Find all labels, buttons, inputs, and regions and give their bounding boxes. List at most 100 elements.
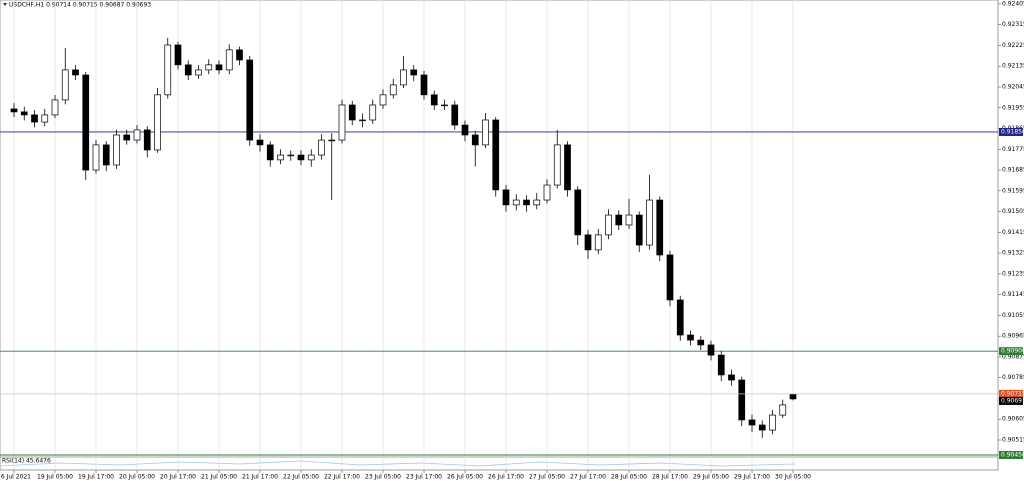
rsi-line xyxy=(0,460,796,467)
candle-body xyxy=(707,344,715,356)
candle-body xyxy=(31,114,38,123)
candle-body xyxy=(102,144,110,166)
candle-body xyxy=(256,139,264,146)
price-label: 0.90715 xyxy=(1001,390,1024,397)
candle-body xyxy=(154,94,161,151)
y-tick-label: 0.91145 xyxy=(1002,291,1024,298)
candle-body xyxy=(533,199,541,206)
candle-body xyxy=(687,334,694,341)
price-label-box xyxy=(999,396,1023,405)
candle-body xyxy=(574,189,582,236)
x-tick-label: 20 Jul 05:00 xyxy=(119,474,155,481)
candle-body xyxy=(10,108,18,113)
x-tick-label: 27 Jul 17:00 xyxy=(570,474,606,481)
candle-body xyxy=(779,404,787,416)
candle-body xyxy=(215,64,223,71)
y-tick-label: 0.92135 xyxy=(1002,63,1024,70)
candle-body xyxy=(758,424,766,431)
candle-body xyxy=(676,299,684,336)
candle-body xyxy=(512,199,520,206)
y-tick-label: 0.91505 xyxy=(1002,208,1024,215)
candle-body xyxy=(61,69,69,101)
indicator-label: RSI(14) 45.6476 xyxy=(2,458,51,465)
candle-body xyxy=(410,69,418,76)
y-tick-label: 0.90785 xyxy=(1002,374,1024,381)
y-tick-label: 0.90965 xyxy=(1002,333,1024,340)
candle-body xyxy=(287,154,295,157)
candle-body xyxy=(205,64,213,71)
level-label-box xyxy=(999,127,1023,136)
x-tick-label: 16 Jul 2021 xyxy=(0,474,31,481)
candle-body xyxy=(441,104,448,107)
y-tick-label: 0.92315 xyxy=(1002,21,1024,28)
x-tick-label: 30 Jul 05:00 xyxy=(775,474,811,481)
x-tick-label: 28 Jul 17:00 xyxy=(652,474,688,481)
candle-body xyxy=(82,74,90,171)
candle-body xyxy=(266,144,274,161)
candle-body xyxy=(72,69,79,76)
candle-body xyxy=(697,339,705,346)
candle-body xyxy=(717,354,725,376)
candle-body xyxy=(728,374,735,381)
y-tick-label: 0.90515 xyxy=(1002,437,1024,444)
level-label: 0.90450 xyxy=(1001,452,1024,459)
candle-body xyxy=(246,59,254,141)
level-label-box xyxy=(999,347,1023,356)
candle-body xyxy=(523,199,530,206)
candle-body xyxy=(471,134,479,146)
candle-body xyxy=(359,119,366,122)
candle-body xyxy=(461,124,469,136)
x-tick-label: 23 Jul 17:00 xyxy=(406,474,442,481)
y-tick-label: 0.92405 xyxy=(1002,0,1024,7)
candle-body xyxy=(307,154,315,161)
y-tick-label: 0.91325 xyxy=(1002,250,1024,257)
candle-body xyxy=(277,154,284,161)
candle-body xyxy=(492,119,500,191)
menu-arrow[interactable] xyxy=(3,3,7,6)
candle-body xyxy=(297,154,305,161)
x-tick-label: 19 Jul 17:00 xyxy=(78,474,114,481)
y-tick-label: 0.91055 xyxy=(1002,312,1024,319)
y-tick-label: 0.91685 xyxy=(1002,167,1024,174)
candle-body xyxy=(502,189,510,206)
x-tick-label: 22 Jul 17:00 xyxy=(324,474,360,481)
candle-body xyxy=(164,44,172,96)
candle-body xyxy=(584,234,592,251)
candle-body xyxy=(451,104,459,126)
level-label: 0.90900 xyxy=(1001,348,1024,355)
x-tick-label: 27 Jul 05:00 xyxy=(529,474,565,481)
candle-body xyxy=(635,214,643,246)
candle-body xyxy=(379,94,387,106)
x-tick-label: 26 Jul 05:00 xyxy=(447,474,483,481)
candle-body xyxy=(482,119,489,146)
x-tick-label: 23 Jul 05:00 xyxy=(365,474,401,481)
candle-body xyxy=(184,64,192,76)
x-tick-label: 19 Jul 05:00 xyxy=(37,474,73,481)
candle-body xyxy=(236,49,243,61)
x-tick-label: 29 Jul 17:00 xyxy=(734,474,770,481)
candle-body xyxy=(789,393,797,400)
candle-body xyxy=(625,214,633,226)
candle-body xyxy=(369,104,377,121)
candle-body xyxy=(400,69,407,86)
x-tick-label: 22 Jul 05:00 xyxy=(283,474,319,481)
candle-body xyxy=(143,129,151,151)
y-tick-label: 0.91595 xyxy=(1002,187,1024,194)
candle-body xyxy=(666,254,674,301)
candle-body xyxy=(605,214,612,236)
candle-body xyxy=(328,139,336,142)
y-tick-label: 0.91415 xyxy=(1002,229,1024,236)
candle-body xyxy=(430,94,438,106)
y-tick-label: 0.90875 xyxy=(1002,353,1024,360)
x-tick-label: 20 Jul 17:00 xyxy=(160,474,196,481)
candle-body xyxy=(646,199,653,246)
price-label: 0.90693 xyxy=(1001,397,1024,404)
y-tick-label: 0.92225 xyxy=(1002,42,1024,49)
candle-body xyxy=(748,419,756,426)
y-tick-label: 0.91235 xyxy=(1002,270,1024,277)
y-tick-label: 0.91775 xyxy=(1002,146,1024,153)
x-tick-label: 21 Jul 05:00 xyxy=(201,474,237,481)
candle-body xyxy=(769,414,776,431)
candle-body xyxy=(51,99,59,116)
